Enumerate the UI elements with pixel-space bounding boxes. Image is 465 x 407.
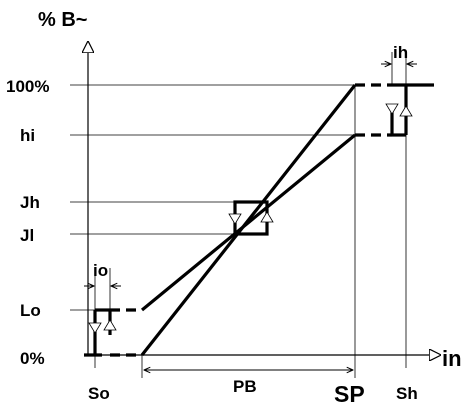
label-sh: Sh — [396, 384, 418, 403]
label-0: 0% — [20, 349, 45, 368]
label-hi: hi — [20, 126, 35, 145]
label-sp: SP — [334, 381, 365, 407]
hysteresis-arrows — [88, 103, 413, 334]
down-arrow-icon — [228, 213, 242, 225]
label-ih: ih — [393, 43, 408, 62]
down-arrow-icon — [88, 322, 102, 334]
label-jl: Jl — [20, 226, 34, 245]
up-arrow-icon — [399, 105, 413, 117]
horizontal-guides — [70, 84, 355, 311]
down-arrow-icon — [385, 103, 399, 115]
x-axis-title: in — [442, 346, 462, 371]
label-so: So — [88, 384, 110, 403]
up-arrow-icon — [103, 319, 117, 331]
label-io: io — [93, 261, 108, 280]
label-jh: Jh — [20, 193, 40, 212]
label-100: 100% — [6, 77, 49, 96]
characteristic-lines — [84, 83, 434, 357]
y-axis-title: % B~ — [38, 9, 87, 31]
label-pb: PB — [233, 377, 257, 396]
label-lo: Lo — [20, 301, 41, 320]
up-arrow-icon — [260, 211, 274, 223]
